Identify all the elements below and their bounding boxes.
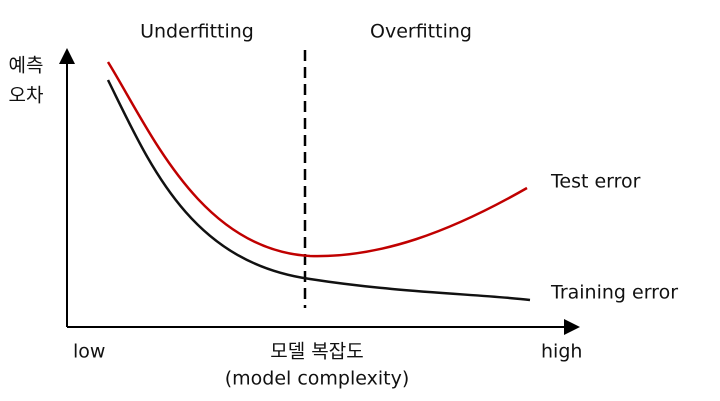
x-axis-label-en: (model complexity) [225,368,410,390]
test-error-curve [106,61,528,258]
x-axis-high: high [541,341,582,363]
region-label: Underfitting [140,21,254,43]
y-axis-label: 예측 [9,55,44,77]
y-axis-label: 오차 [9,85,44,107]
x-axis-label: 모델 복잡도 [270,341,363,363]
curve-label: Training error [550,282,678,304]
curve-label: Test error [550,171,641,193]
x-axis-low: low [73,341,105,363]
training-error-curve [106,79,531,302]
region-label: Overfitting [370,21,472,43]
